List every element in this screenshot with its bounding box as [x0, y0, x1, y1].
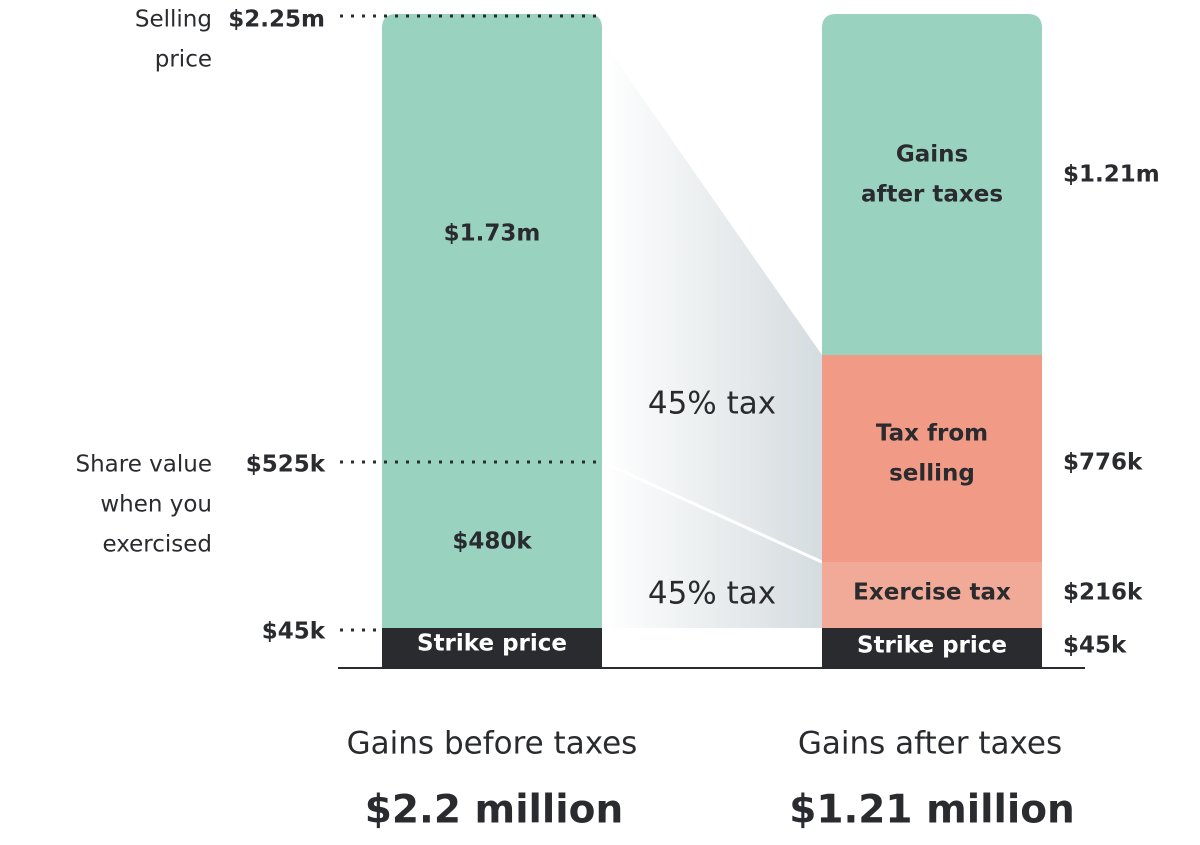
bar-label: Gains: [896, 142, 968, 168]
bar-label: Exercise tax: [853, 580, 1011, 606]
segment-value: $45k: [1063, 633, 1127, 659]
total: $1.21 million: [789, 788, 1075, 833]
after-gain-bar: [822, 14, 1042, 355]
bar-label: Tax from: [876, 421, 988, 447]
before-strike-bar: [382, 628, 602, 668]
exercise-tax-bar: [822, 562, 1042, 628]
bar-label: $480k: [452, 529, 532, 555]
bar-label: $1.73m: [444, 221, 541, 247]
tax-rate: 45% tax: [648, 386, 776, 422]
total: $2.2 million: [365, 788, 623, 833]
selling-tax-bar: [822, 355, 1042, 562]
bar-label: selling: [889, 461, 975, 487]
caption: Gains before taxes: [347, 726, 638, 762]
axis-note: Selling: [135, 7, 212, 33]
after-strike-bar: [822, 628, 1042, 668]
before-gain-bar: [382, 14, 602, 628]
axis-note: price: [155, 47, 212, 73]
segment-value: $216k: [1063, 580, 1143, 606]
bar-label: Strike price: [417, 631, 567, 657]
tax-wedge: [602, 40, 822, 628]
axis-value: $45k: [262, 619, 326, 645]
axis-note: Share value: [75, 452, 212, 478]
segment-value: $1.21m: [1063, 162, 1160, 188]
tax-rate: 45% tax: [648, 576, 776, 612]
axis-value: $2.25m: [228, 7, 325, 33]
bar-label: after taxes: [861, 182, 1003, 208]
segment-value: $776k: [1063, 450, 1143, 476]
wedge-divider: [601, 460, 823, 564]
caption: Gains after taxes: [798, 726, 1062, 762]
axis-note: when you: [100, 492, 212, 518]
axis-value: $525k: [246, 452, 326, 478]
axis-note: exercised: [102, 532, 212, 558]
bar-label: Strike price: [857, 633, 1007, 659]
